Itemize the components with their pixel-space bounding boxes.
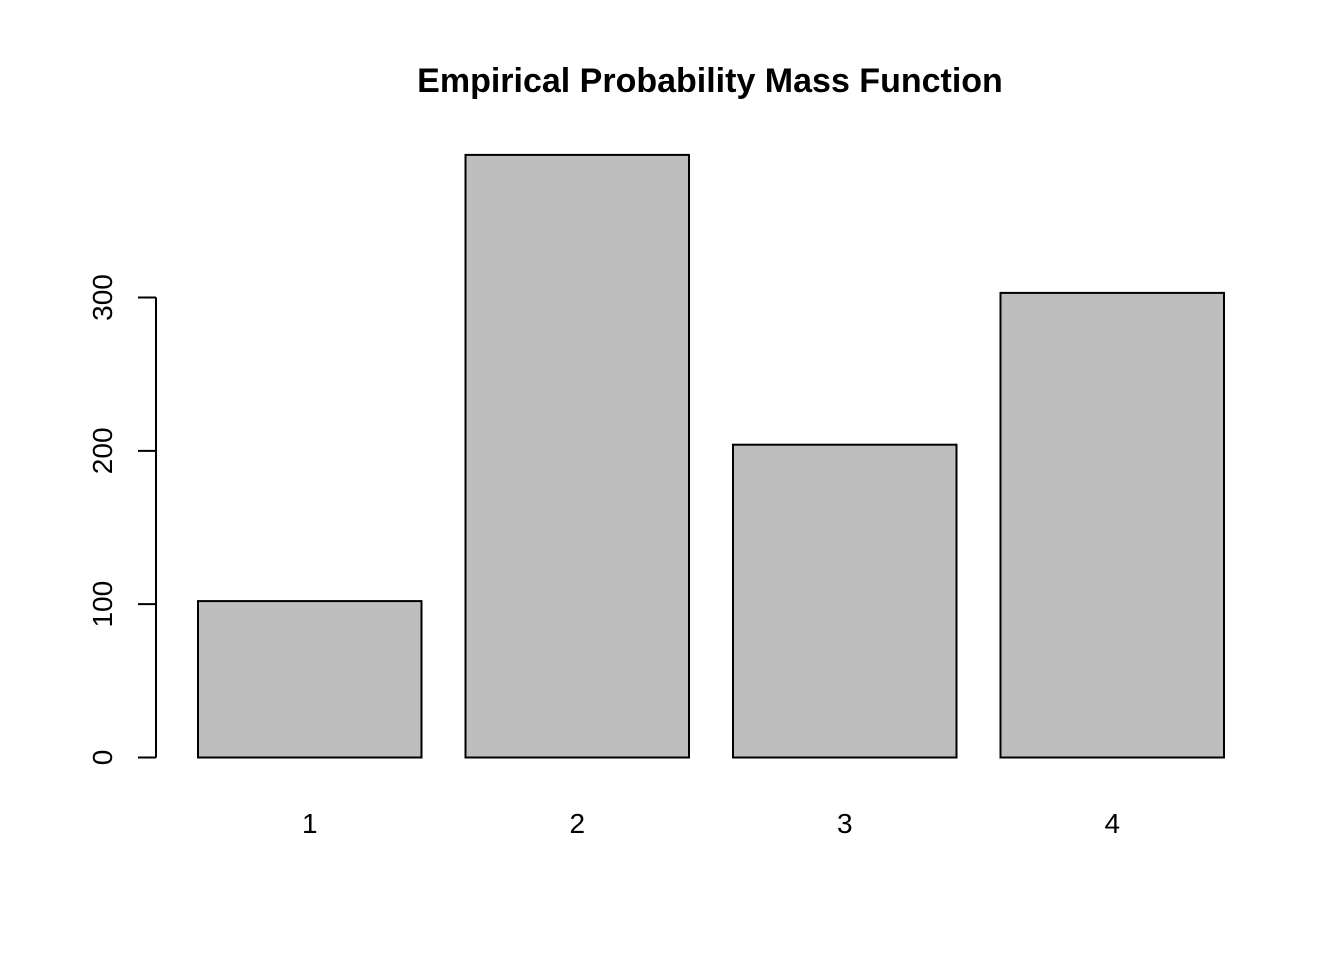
- x-category-label: 4: [1104, 808, 1120, 839]
- x-category-label: 2: [569, 808, 585, 839]
- y-tick-label: 300: [87, 274, 118, 321]
- y-axis: 0 100 200 300: [87, 274, 157, 766]
- y-tick-label: 0: [87, 750, 118, 766]
- bar: [464, 153, 690, 759]
- chart-title: Empirical Probability Mass Function: [417, 62, 1003, 100]
- x-category-label: 3: [837, 808, 853, 839]
- bar: [732, 443, 958, 759]
- bars: [197, 153, 1225, 759]
- bar: [197, 600, 423, 759]
- bar: [999, 291, 1225, 759]
- x-axis-labels: 1 2 3 4: [302, 808, 1120, 839]
- y-tick-label: 200: [87, 427, 118, 474]
- x-category-label: 1: [302, 808, 318, 839]
- y-tick-label: 100: [87, 581, 118, 628]
